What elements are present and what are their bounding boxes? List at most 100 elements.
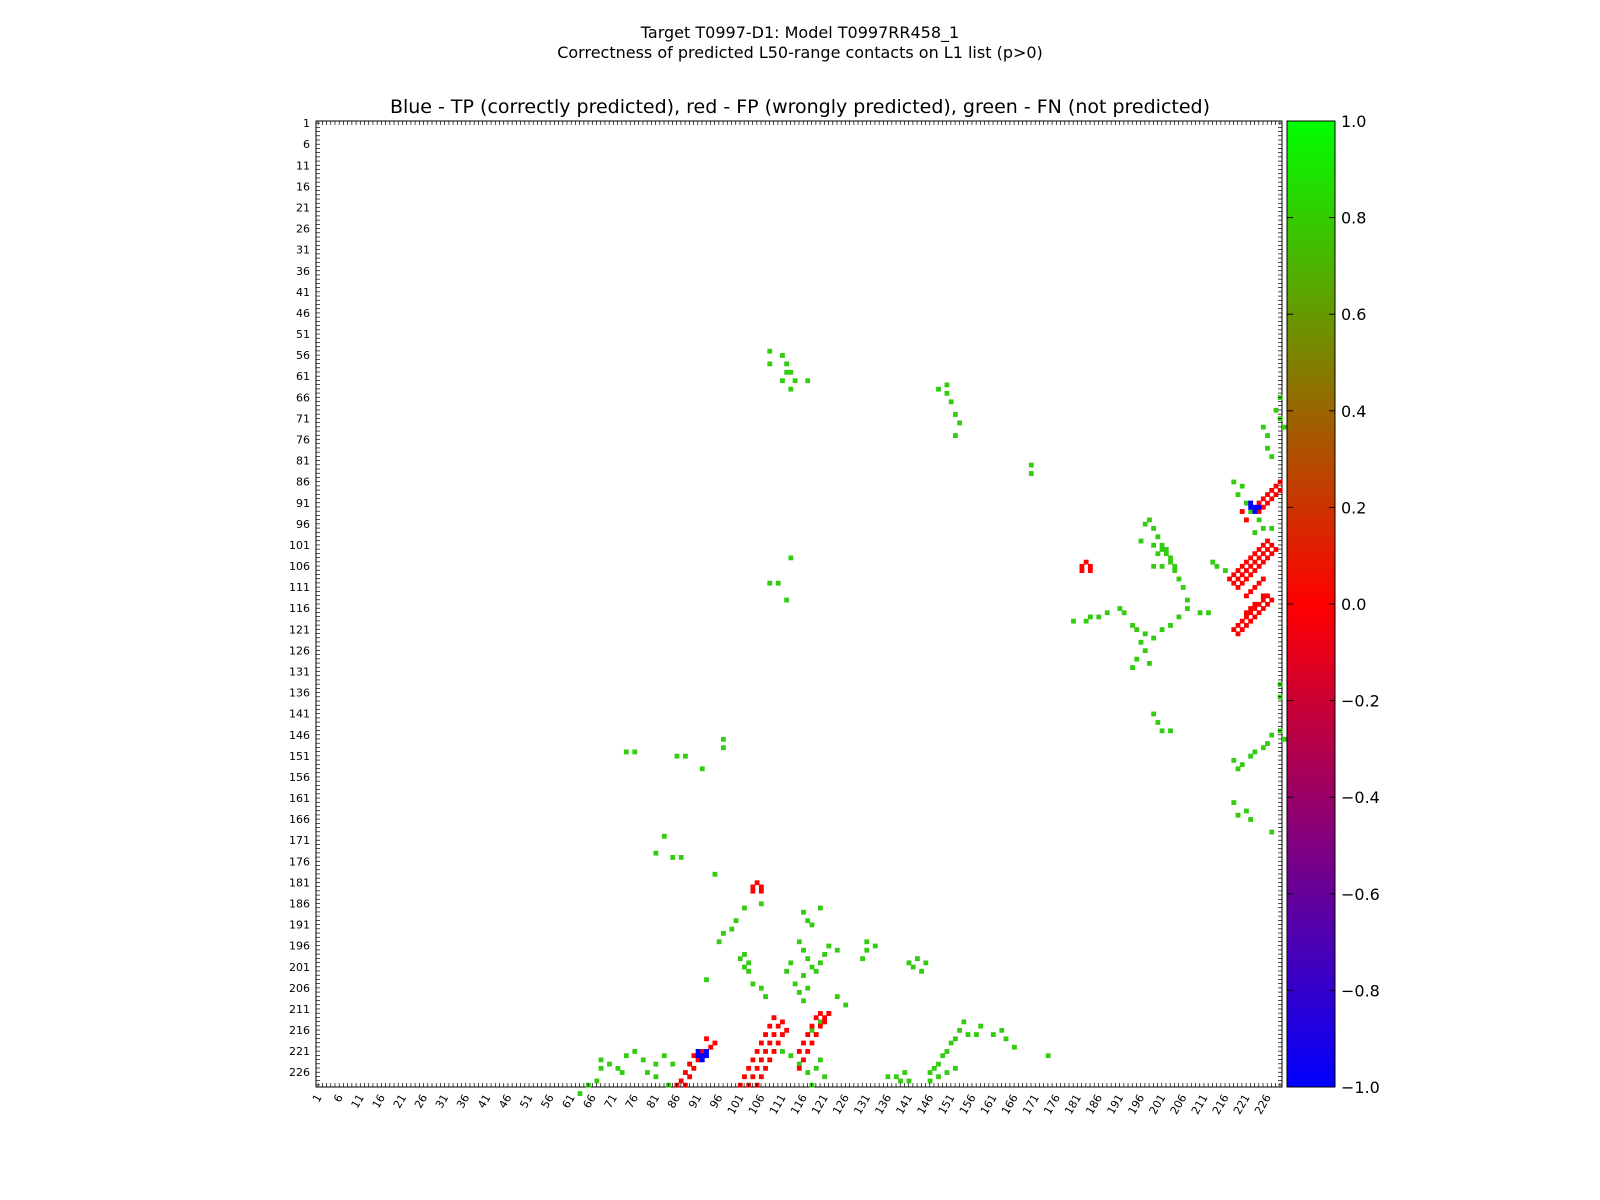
fp-cell (1235, 585, 1241, 590)
fn-cell (1003, 1036, 1009, 1042)
fn-cell (957, 420, 963, 426)
tp-cell (695, 1053, 701, 1059)
fn-cell (978, 1023, 984, 1029)
x-tick-label: 191 (1104, 1092, 1126, 1117)
fp-cell (1244, 568, 1249, 573)
x-tick-label: 66 (581, 1092, 599, 1111)
fn-cell (733, 918, 739, 924)
fp-cell (809, 1040, 815, 1046)
fn-cell (1104, 610, 1110, 616)
x-tick-label: 36 (454, 1092, 472, 1111)
fn-cell (801, 947, 806, 953)
fn-cell (1239, 483, 1245, 489)
fn-cell (699, 766, 705, 772)
fn-cell (742, 905, 747, 911)
x-tick-label: 46 (496, 1092, 514, 1111)
fp-cell (758, 884, 764, 890)
fn-cell (948, 399, 954, 405)
fp-cell (1087, 563, 1093, 569)
y-tick-label: 151 (289, 750, 310, 763)
fp-cell (1239, 627, 1245, 633)
fp-cell (767, 1023, 773, 1029)
fn-cell (860, 956, 865, 962)
fp-cell (822, 1015, 828, 1021)
fp-cell (1265, 555, 1270, 561)
y-tick-label: 146 (289, 729, 310, 742)
fn-cell (716, 939, 722, 945)
fp-cell (809, 1023, 815, 1029)
fp-cell (687, 1074, 693, 1080)
fn-cell (1252, 749, 1258, 755)
x-tick-label: 121 (809, 1092, 831, 1117)
fn-cell (952, 433, 958, 438)
fn-cell (619, 1070, 625, 1075)
fn-cell (607, 1061, 612, 1067)
fp-cell (1260, 593, 1266, 599)
tp-cell (1252, 504, 1258, 510)
fp-cell (758, 1040, 764, 1046)
fn-cell (906, 960, 912, 966)
fn-cell (1252, 530, 1258, 535)
x-tick-label: 6 (331, 1092, 346, 1105)
fn-cell (1012, 1044, 1017, 1050)
x-tick-label: 146 (915, 1092, 937, 1117)
x-tick-labels: 1 6 11 16 21 26 31 36 41 46 51 56 61 66 71 76 81 86 91 96 10… (310, 1092, 1274, 1117)
y-tick-labels: 1611162126313641465156616671768186919610… (289, 117, 310, 1079)
fn-cell (742, 952, 747, 957)
fp-cell (1260, 496, 1266, 502)
fn-cell (809, 1027, 815, 1033)
fp-cell (1269, 542, 1275, 548)
fp-cell (1079, 568, 1085, 573)
fn-cell (864, 947, 870, 953)
fn-cell (767, 361, 773, 367)
fp-cell (1239, 563, 1245, 569)
fn-cell (1206, 610, 1211, 616)
y-tick-label: 41 (296, 286, 310, 299)
x-tick-label: 31 (433, 1092, 451, 1111)
fp-cell (1252, 585, 1258, 590)
fp-cell (1265, 500, 1270, 506)
fn-cell (1180, 585, 1186, 590)
fp-cell (1260, 576, 1266, 582)
fn-cell (1265, 433, 1270, 438)
y-tick-label: 26 (296, 223, 310, 236)
y-tick-label: 226 (289, 1066, 310, 1079)
x-tick-label: 221 (1231, 1092, 1253, 1117)
fn-cell (1168, 555, 1173, 561)
fn-cell (1235, 766, 1241, 772)
fn-cell (1239, 762, 1245, 768)
y-tick-label: 116 (289, 602, 310, 615)
fp-cell (796, 1065, 802, 1071)
fn-cell (1155, 720, 1161, 725)
fp-cell (1248, 572, 1254, 578)
x-tick-label: 181 (1062, 1092, 1084, 1117)
fn-cell (1172, 568, 1178, 573)
fp-cell (1256, 509, 1262, 514)
fn-cell (1151, 563, 1157, 569)
y-tick-label: 166 (289, 813, 310, 826)
fn-cell (729, 926, 735, 932)
y-tick-label: 131 (289, 665, 310, 678)
y-tick-label: 211 (289, 1003, 310, 1016)
fn-cell (885, 1074, 891, 1080)
fn-cell (919, 968, 925, 974)
fp-cell (1265, 538, 1270, 544)
y-tick-label: 71 (296, 412, 310, 425)
fn-cell (1151, 711, 1157, 717)
fn-cell (1159, 728, 1165, 734)
contact-cells (577, 348, 1287, 1097)
fp-cell (1239, 572, 1245, 578)
fp-cell (1273, 483, 1279, 489)
fn-cell (1269, 829, 1275, 835)
fp-cell (1083, 559, 1089, 565)
colorbar-tick-label: 1.0 (1341, 112, 1366, 131)
fn-cell (1028, 471, 1034, 476)
fn-cell (927, 1070, 933, 1075)
fp-cell (1252, 614, 1258, 620)
fn-cell (1159, 563, 1165, 569)
fn-cell (843, 1002, 849, 1008)
fn-cell (763, 994, 768, 1000)
fn-cell (1142, 648, 1148, 654)
colorbar-tick-label: −0.4 (1341, 788, 1380, 807)
fn-cell (674, 753, 680, 759)
